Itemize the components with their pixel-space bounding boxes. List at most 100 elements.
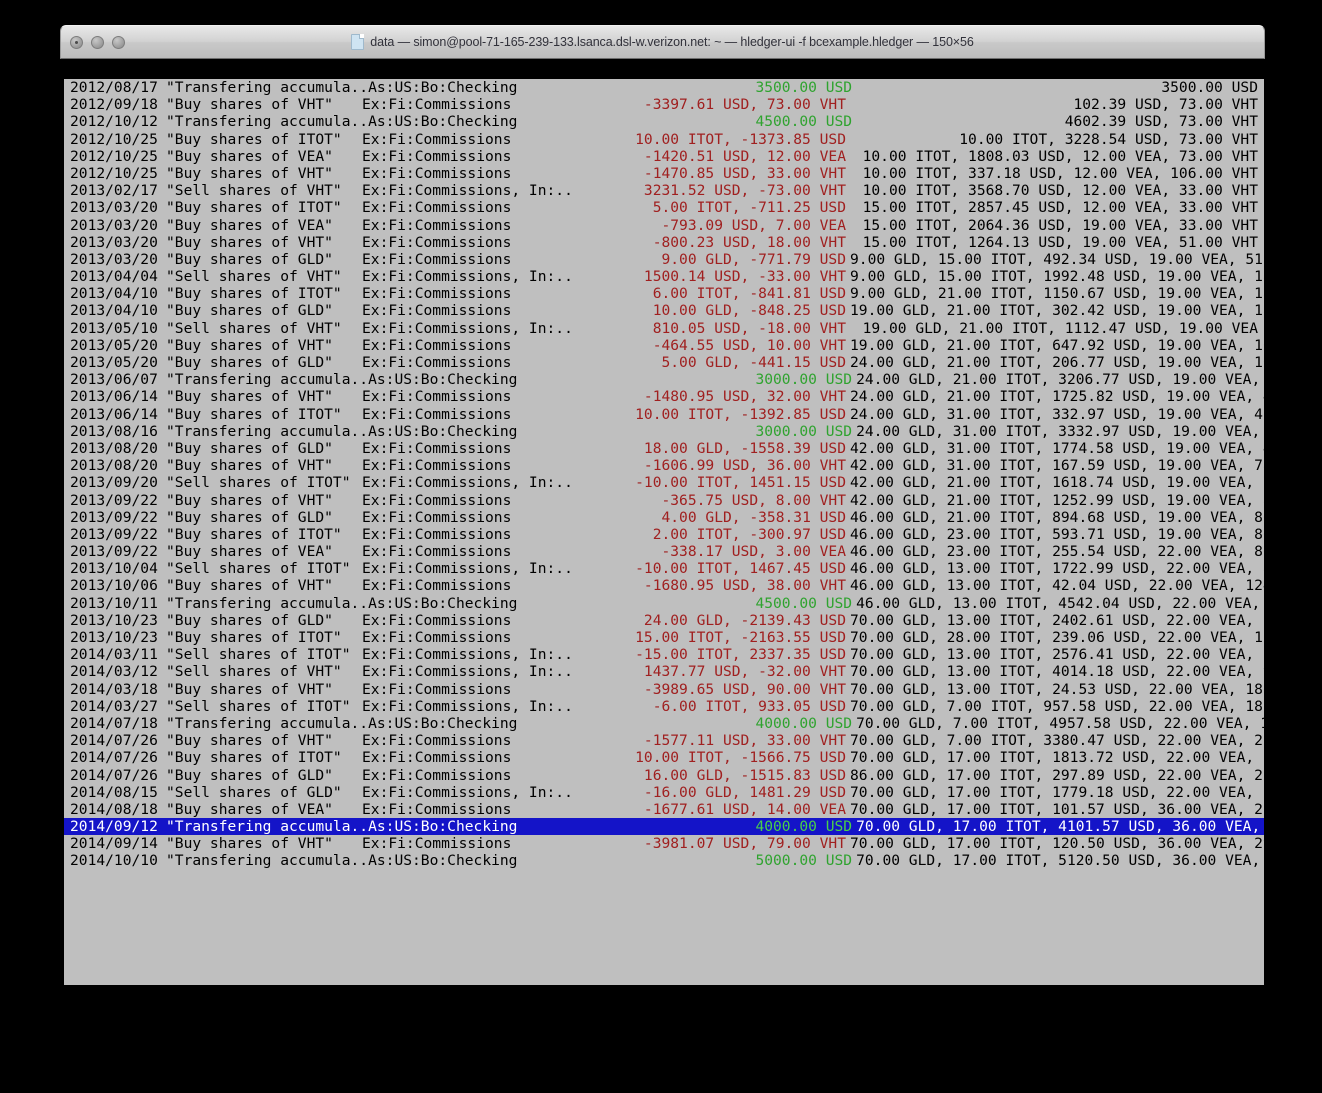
cell-amount: 1437.77 USD, -32.00 VHT	[643, 663, 846, 681]
table-row[interactable]: 2014/08/18 "Buy shares of VEA" Ex:Fi:Commi…	[64, 801, 1264, 818]
cell-description: "Buy shares of VHT"	[166, 336, 333, 354]
table-row[interactable]: 2012/09/18 "Buy shares of VHT" Ex:Fi:Commi…	[64, 96, 1264, 113]
app-footer-area: ────────────────────────────────────────…	[60, 984, 1265, 1011]
table-row[interactable]: 2014/07/18 "Transfering accumula.. As:US:B…	[64, 715, 1264, 732]
cell-date: 2013/09/22	[70, 508, 158, 526]
table-row[interactable]: 2013/03/20 "Buy shares of VEA" Ex:Fi:Commi…	[64, 217, 1264, 234]
table-row[interactable]: 2014/07/26 "Buy shares of GLD" Ex:Fi:Commi…	[64, 767, 1264, 784]
cell-description: "Transfering accumula..	[166, 422, 369, 440]
table-row[interactable]: 2013/09/22 "Buy shares of VHT" Ex:Fi:Commi…	[64, 492, 1264, 509]
table-row[interactable]: 2013/05/20 "Buy shares of GLD" Ex:Fi:Commi…	[64, 354, 1264, 371]
close-button-icon[interactable]	[70, 35, 83, 49]
cell-account: Ex:Fi:Commissions	[362, 130, 512, 148]
cell-account: Ex:Fi:Commissions	[362, 577, 512, 595]
table-row[interactable]: 2013/08/16 "Transfering accumula.. As:US:B…	[64, 423, 1264, 440]
table-row[interactable]: 2013/08/20 "Buy shares of GLD" Ex:Fi:Commi…	[64, 440, 1264, 457]
cell-date: 2014/03/12	[70, 663, 158, 681]
table-row[interactable]: 2013/04/04 "Sell shares of VHT" Ex:Fi:Comm…	[64, 268, 1264, 285]
cell-amount: -1677.61 USD, 14.00 VEA	[643, 800, 846, 818]
cell-balance: 19.00 GLD, 21.00 ITOT, 647.92 USD, 19.00…	[850, 336, 1264, 354]
cell-date: 2013/05/20	[70, 354, 158, 371]
cell-balance: 70.00 GLD, 13.00 ITOT, 2576.41 USD, 22.0…	[850, 646, 1264, 664]
window-titlebar[interactable]: data — simon@pool-71-165-239-133.lsanca.…	[60, 25, 1265, 59]
window-controls[interactable]	[70, 26, 125, 58]
cell-account: As:US:Bo:Checking	[368, 113, 518, 131]
table-row[interactable]: 2012/10/25 "Buy shares of ITOT" Ex:Fi:Comm…	[64, 131, 1264, 148]
cell-amount: 5.00 GLD, -441.15 USD	[661, 354, 846, 371]
table-row[interactable]: 2014/07/26 "Buy shares of ITOT" Ex:Fi:Comm…	[64, 749, 1264, 766]
table-row[interactable]: 2013/03/20 "Buy shares of GLD" Ex:Fi:Commi…	[64, 251, 1264, 268]
cell-account: Ex:Fi:Commissions	[362, 199, 512, 217]
cell-date: 2013/09/22	[70, 491, 158, 509]
cell-description: "Buy shares of GLD"	[166, 766, 333, 784]
cell-balance: 70.00 GLD, 13.00 ITOT, 24.53 USD, 22.00 …	[850, 680, 1264, 698]
table-row[interactable]: 2014/03/12 "Sell shares of VHT" Ex:Fi:Comm…	[64, 663, 1264, 680]
table-row[interactable]: 2013/06/14 "Buy shares of ITOT" Ex:Fi:Comm…	[64, 406, 1264, 423]
table-row[interactable]: 2013/09/20 "Sell shares of ITOT" Ex:Fi:Com…	[64, 474, 1264, 491]
table-row[interactable]: 2013/04/10 "Buy shares of GLD" Ex:Fi:Commi…	[64, 302, 1264, 319]
table-row[interactable]: 2013/09/22 "Buy shares of GLD" Ex:Fi:Commi…	[64, 509, 1264, 526]
minimize-button-icon[interactable]	[91, 35, 104, 49]
transactions-list[interactable]: 2012/08/17 "Transfering accumula.. As:US:B…	[64, 79, 1264, 870]
cell-amount: 3000.00 USD	[755, 422, 853, 440]
table-row[interactable]: 2013/02/17 "Sell shares of VHT" Ex:Fi:Comm…	[64, 182, 1264, 199]
cell-account: Ex:Fi:Commissions	[362, 405, 512, 423]
cell-amount: 10.00 GLD, -848.25 USD	[652, 302, 846, 320]
cell-balance: 70.00 GLD, 17.00 ITOT, 1813.72 USD, 22.0…	[850, 749, 1264, 767]
cell-account: Ex:Fi:Commissions	[362, 457, 512, 475]
cell-amount: -6.00 ITOT, 933.05 USD	[652, 697, 846, 715]
cell-balance: 42.00 GLD, 21.00 ITOT, 1618.74 USD, 19.0…	[850, 474, 1264, 492]
cell-account: Ex:Fi:Commissions	[362, 680, 512, 698]
table-row[interactable]: 2013/04/10 "Buy shares of ITOT" Ex:Fi:Comm…	[64, 285, 1264, 302]
table-row[interactable]: 2012/10/25 "Buy shares of VHT" Ex:Fi:Commi…	[64, 165, 1264, 182]
cell-amount: 5.00 ITOT, -711.25 USD	[652, 199, 846, 217]
cell-amount: -1480.95 USD, 32.00 VHT	[643, 388, 846, 406]
table-row[interactable]: 2013/06/14 "Buy shares of VHT" Ex:Fi:Commi…	[64, 388, 1264, 405]
cell-date: 2013/10/11	[70, 594, 158, 612]
cell-description: "Transfering accumula..	[166, 79, 369, 96]
cell-date: 2014/10/10	[70, 852, 158, 870]
cell-description: "Sell shares of VHT"	[166, 268, 342, 286]
table-row[interactable]: 2014/03/18 "Buy shares of VHT" Ex:Fi:Commi…	[64, 681, 1264, 698]
table-row[interactable]: 2014/08/15 "Sell shares of GLD" Ex:Fi:Comm…	[64, 784, 1264, 801]
cell-balance: 15.00 ITOT, 1264.13 USD, 19.00 VEA, 51.0…	[862, 233, 1258, 251]
transactions-pane[interactable]: 2012/08/17 "Transfering accumula.. As:US:B…	[64, 79, 1264, 989]
cell-description: "Buy shares of ITOT"	[166, 629, 342, 646]
table-row[interactable]: 2013/10/23 "Buy shares of ITOT" Ex:Fi:Comm…	[64, 629, 1264, 646]
table-row[interactable]: 2013/10/06 "Buy shares of VHT" Ex:Fi:Commi…	[64, 577, 1264, 594]
table-row[interactable]: 2013/03/20 "Buy shares of ITOT" Ex:Fi:Comm…	[64, 199, 1264, 216]
table-row[interactable]: 2014/07/26 "Buy shares of VHT" Ex:Fi:Commi…	[64, 732, 1264, 749]
cell-description: "Transfering accumula..	[166, 113, 369, 131]
table-row[interactable]: 2014/09/14 "Buy shares of VHT" Ex:Fi:Commi…	[64, 835, 1264, 852]
table-row[interactable]: 2013/10/11 "Transfering accumula.. As:US:B…	[64, 595, 1264, 612]
table-row[interactable]: 2014/03/11 "Sell shares of ITOT" Ex:Fi:Com…	[64, 646, 1264, 663]
cell-balance: 9.00 GLD, 21.00 ITOT, 1150.67 USD, 19.00…	[850, 285, 1264, 303]
table-row[interactable]: 2012/10/12 "Transfering accumula.. As:US:B…	[64, 113, 1264, 130]
zoom-button-icon[interactable]	[112, 35, 125, 49]
table-row[interactable]: 2013/09/22 "Buy shares of VEA" Ex:Fi:Commi…	[64, 543, 1264, 560]
table-row[interactable]: 2013/10/23 "Buy shares of GLD" Ex:Fi:Commi…	[64, 612, 1264, 629]
cell-date: 2014/03/27	[70, 697, 158, 715]
cell-balance: 24.00 GLD, 31.00 ITOT, 3332.97 USD, 19.0…	[856, 422, 1261, 440]
cell-description: "Buy shares of GLD"	[166, 302, 333, 320]
table-row[interactable]: 2013/10/04 "Sell shares of ITOT" Ex:Fi:Com…	[64, 560, 1264, 577]
cell-balance: 70.00 GLD, 7.00 ITOT, 4957.58 USD, 22.00…	[856, 714, 1264, 732]
table-row[interactable]: 2013/03/20 "Buy shares of VHT" Ex:Fi:Commi…	[64, 234, 1264, 251]
table-row[interactable]: 2013/05/20 "Buy shares of VHT" Ex:Fi:Commi…	[64, 337, 1264, 354]
cell-balance: 19.00 GLD, 21.00 ITOT, 1112.47 USD, 19.0…	[862, 319, 1258, 337]
cell-amount: -3989.65 USD, 90.00 VHT	[643, 680, 846, 698]
status-bar[interactable]: ────────────────────────────────────────…	[60, 984, 1265, 1002]
cell-account: Ex:Fi:Commissions	[362, 96, 512, 114]
table-row-selected[interactable]: 2014/09/12 "Transfering accumula.. As:US:B…	[64, 818, 1264, 836]
table-row[interactable]: 2014/03/27 "Sell shares of ITOT" Ex:Fi:Com…	[64, 698, 1264, 715]
table-row[interactable]: 2013/05/10 "Sell shares of VHT" Ex:Fi:Comm…	[64, 320, 1264, 337]
cell-balance: 70.00 GLD, 7.00 ITOT, 957.58 USD, 22.00 …	[850, 697, 1264, 715]
table-row[interactable]: 2012/08/17 "Transfering accumula.. As:US:B…	[64, 79, 1264, 96]
table-row[interactable]: 2013/06/07 "Transfering accumula.. As:US:B…	[64, 371, 1264, 388]
table-row[interactable]: 2013/09/22 "Buy shares of ITOT" Ex:Fi:Comm…	[64, 526, 1264, 543]
table-row[interactable]: 2014/10/10 "Transfering accumula.. As:US:B…	[64, 852, 1264, 869]
table-row[interactable]: 2013/08/20 "Buy shares of VHT" Ex:Fi:Commi…	[64, 457, 1264, 474]
table-row[interactable]: 2012/10/25 "Buy shares of VEA" Ex:Fi:Commi…	[64, 148, 1264, 165]
window-title-text: data — simon@pool-71-165-239-133.lsanca.…	[370, 35, 974, 49]
